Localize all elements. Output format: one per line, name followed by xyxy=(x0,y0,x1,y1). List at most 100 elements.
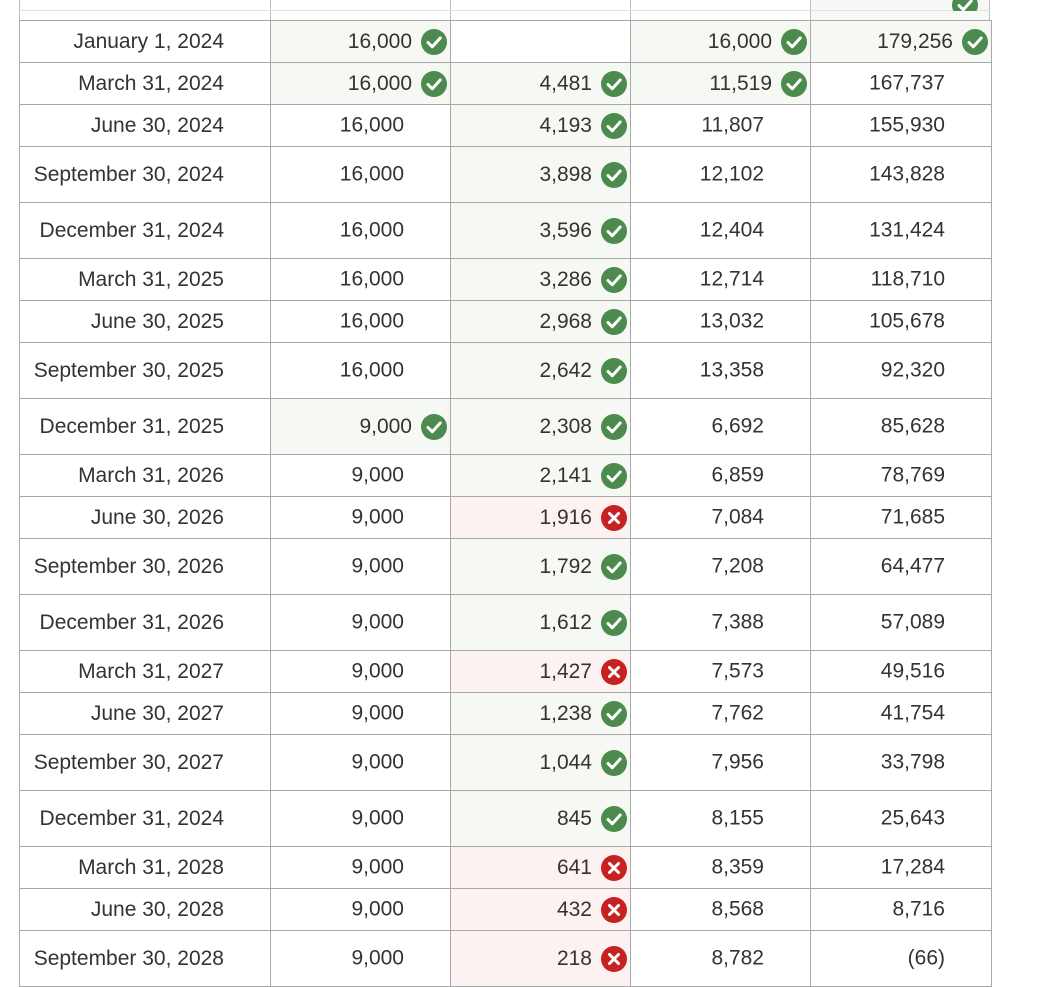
check-circle-icon xyxy=(600,805,628,833)
amount-cell: 9,000 xyxy=(270,650,451,693)
amount-value: 16,000 xyxy=(347,71,412,95)
table-row: December 31, 2026 9,000 1,612 7,388 57,089 xyxy=(19,594,992,651)
amount-value: 1,792 xyxy=(539,554,592,578)
amount-value: 8,716 xyxy=(892,897,945,921)
table-row: September 30, 2028 9,000 218 8,782 (66) xyxy=(19,930,992,987)
amount-value: 105,678 xyxy=(869,309,945,333)
amount-cell: 9,000 xyxy=(270,734,451,791)
amount-value: 167,737 xyxy=(869,71,945,95)
amount-value: 1,238 xyxy=(539,701,592,725)
check-circle-icon xyxy=(600,161,628,189)
date-cell: March 31, 2025 xyxy=(19,258,271,301)
date-cell: March 31, 2028 xyxy=(19,846,271,889)
amount-cell: 7,084 xyxy=(630,496,811,539)
amount-cell: 7,208 xyxy=(630,538,811,595)
table-row: June 30, 2027 9,000 1,238 7,762 41,754 xyxy=(19,692,992,735)
amount-cell: 9,000 xyxy=(270,790,451,847)
check-circle-icon xyxy=(951,0,979,11)
amount-cell: 8,782 xyxy=(630,930,811,987)
amount-cell: 9,000 xyxy=(270,846,451,889)
amount-value: 641 xyxy=(556,855,592,879)
amount-value: 9,000 xyxy=(359,414,412,438)
amount-value: (66) xyxy=(907,946,945,970)
amount-value: 9,000 xyxy=(351,610,404,634)
amount-value: 12,404 xyxy=(699,218,764,242)
amount-cell: 12,404 xyxy=(630,202,811,259)
amount-value: 218 xyxy=(556,946,592,970)
date-cell: September 30, 2027 xyxy=(19,734,271,791)
amount-value: 1,044 xyxy=(539,750,592,774)
date-cell: June 30, 2026 xyxy=(19,496,271,539)
amount-value: 179,256 xyxy=(877,29,953,53)
table-row: March 31, 2026 9,000 2,141 6,859 78,769 xyxy=(19,454,992,497)
table-row: September 30, 2025 16,000 2,642 13,358 92,32… xyxy=(19,342,992,399)
amount-cell: 25,643 xyxy=(810,790,992,847)
amount-cell: 13,032 xyxy=(630,300,811,343)
amount-cell: 1,427 xyxy=(450,650,631,693)
amount-value: 4,481 xyxy=(539,71,592,95)
amount-value: 16,000 xyxy=(339,162,404,186)
date-cell: June 30, 2028 xyxy=(19,888,271,931)
amount-value: 131,424 xyxy=(869,218,945,242)
amount-value: 9,000 xyxy=(351,946,404,970)
amount-cell: 16,000 xyxy=(270,20,451,63)
amount-cell: 6,859 xyxy=(630,454,811,497)
amount-cell: 9,000 xyxy=(270,454,451,497)
amount-cell: 105,678 xyxy=(810,300,992,343)
amount-value: 16,000 xyxy=(339,309,404,333)
table-row: December 31, 2024 16,000 3,596 12,404 131,42… xyxy=(19,202,992,259)
amount-cell: 12,714 xyxy=(630,258,811,301)
date-cell: June 30, 2027 xyxy=(19,692,271,735)
amount-value: 4,193 xyxy=(539,113,592,137)
table-row: December 31, 2024 9,000 845 8,155 25,643 xyxy=(19,790,992,847)
check-circle-icon xyxy=(600,749,628,777)
amount-value: 7,208 xyxy=(711,554,764,578)
amount-cell: 1,044 xyxy=(450,734,631,791)
amount-value: 71,685 xyxy=(880,505,945,529)
table-row: September 30, 2024 16,000 3,898 12,102 143,8… xyxy=(19,146,992,203)
amount-cell: 78,769 xyxy=(810,454,992,497)
check-circle-icon xyxy=(420,28,448,56)
check-circle-icon xyxy=(600,357,628,385)
amount-cell: 1,916 xyxy=(450,496,631,539)
amount-value: 7,762 xyxy=(711,701,764,725)
amount-value: 9,000 xyxy=(351,701,404,725)
amount-value: 12,102 xyxy=(699,162,764,186)
amount-value: 1,612 xyxy=(539,610,592,634)
amount-value: 64,477 xyxy=(880,554,945,578)
check-circle-icon xyxy=(420,413,448,441)
table-row: June 30, 2028 9,000 432 8,568 8,716 xyxy=(19,888,992,931)
date-cell: January 1, 2024 xyxy=(19,20,271,63)
amount-cell: 17,284 xyxy=(810,846,992,889)
amount-value: 6,692 xyxy=(711,414,764,438)
date-cell: December 31, 2026 xyxy=(19,594,271,651)
amount-cell: 218 xyxy=(450,930,631,987)
amount-cell: 16,000 xyxy=(270,202,451,259)
amount-cell: 3,898 xyxy=(450,146,631,203)
table-row: September 30, 2026 9,000 1,792 7,208 64,477 xyxy=(19,538,992,595)
amount-cell: 6,692 xyxy=(630,398,811,455)
table-row: June 30, 2025 16,000 2,968 13,032 105,678 xyxy=(19,300,992,343)
date-cell: June 30, 2024 xyxy=(19,104,271,147)
amount-value: 13,358 xyxy=(699,358,764,382)
amount-cell: 143,828 xyxy=(810,146,992,203)
check-circle-icon xyxy=(600,609,628,637)
amount-value: 3,286 xyxy=(539,267,592,291)
x-circle-icon xyxy=(600,945,628,973)
check-circle-icon xyxy=(600,308,628,336)
amount-cell: 8,359 xyxy=(630,846,811,889)
amount-cell: 8,568 xyxy=(630,888,811,931)
amount-value: 3,596 xyxy=(539,218,592,242)
amount-cell: 167,737 xyxy=(810,62,992,105)
amount-value: 9,000 xyxy=(351,659,404,683)
amount-value: 155,930 xyxy=(869,113,945,137)
amount-value: 2,968 xyxy=(539,309,592,333)
amount-cell: 4,193 xyxy=(450,104,631,147)
amount-cell: 71,685 xyxy=(810,496,992,539)
check-circle-icon xyxy=(600,462,628,490)
check-circle-icon xyxy=(780,70,808,98)
amount-cell: 2,308 xyxy=(450,398,631,455)
amount-value: 9,000 xyxy=(351,554,404,578)
date-cell: December 31, 2025 xyxy=(19,398,271,455)
date-cell: March 31, 2024 xyxy=(19,62,271,105)
